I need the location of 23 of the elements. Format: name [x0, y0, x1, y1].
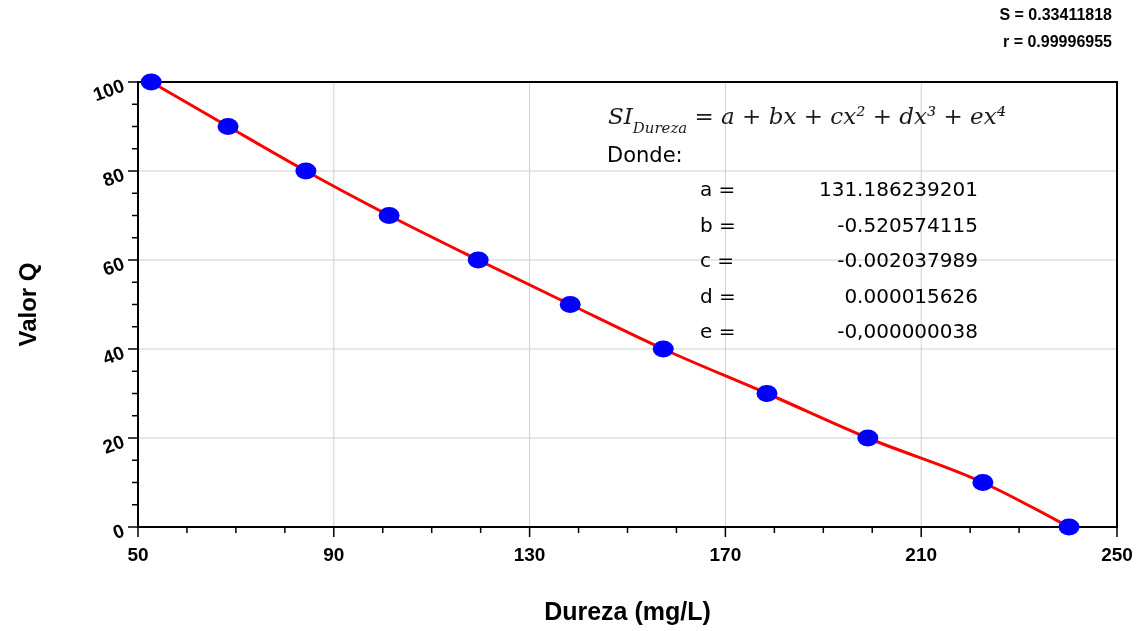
x-tick-label: 50	[127, 544, 149, 565]
x-axis-title: Dureza (mg/L)	[544, 597, 711, 625]
y-tick-label: 0	[109, 519, 128, 544]
y-axis-title: Valor Q	[14, 262, 41, 347]
annotation: SI$_{Dureza}$ = a + bx + cx² + dx³ + ex⁴	[608, 103, 1006, 137]
annotation: Donde:	[607, 143, 683, 167]
y-tick-label: 80	[100, 163, 128, 191]
y-tick-label: 60	[100, 252, 128, 280]
text: a = 131.186239201	[700, 177, 978, 201]
text: S = 0.33411818	[999, 6, 1113, 23]
y-tick-label: 100	[90, 74, 128, 106]
x-tick-label: 130	[513, 544, 546, 565]
x-tick-label: 250	[1101, 544, 1133, 565]
y-tick-label: 40	[100, 341, 128, 369]
x-tick-label: 170	[709, 544, 742, 565]
text: c = -0.002037989	[700, 248, 978, 272]
x-tick-label: 210	[905, 544, 938, 565]
x-tick-label: 90	[323, 544, 345, 565]
text: e = -0,000000038	[700, 319, 978, 343]
text: b = -0.520574115	[700, 212, 978, 237]
text: r = 0.99996955	[1003, 33, 1113, 50]
text: d = 0.000015626	[700, 283, 978, 308]
y-tick-label: 20	[100, 430, 128, 458]
